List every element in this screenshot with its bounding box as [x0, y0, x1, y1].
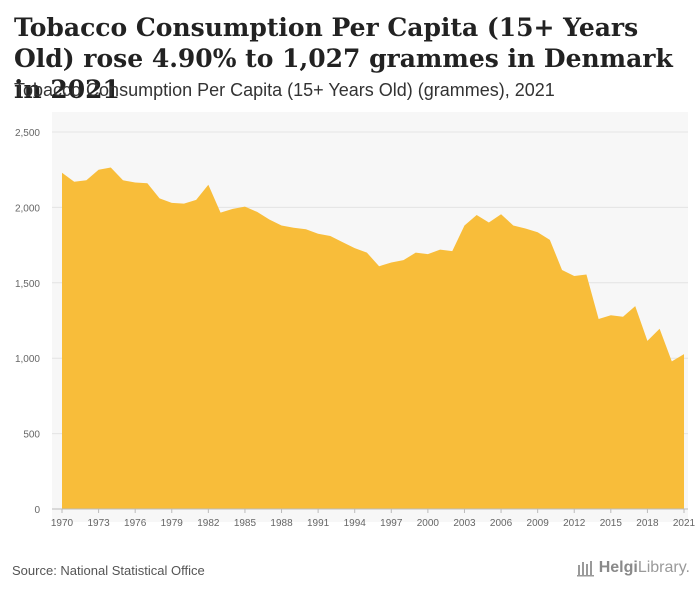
x-tick-label: 2021 — [673, 518, 696, 529]
x-axis: 1970 1973 1976 1979 1982 1985 1988 1991 1994 1997… — [51, 509, 696, 529]
x-tick-label: 1976 — [124, 518, 147, 529]
x-tick-label: 1982 — [197, 518, 220, 529]
y-tick-label: 2,500 — [15, 128, 40, 139]
y-tick-label: 0 — [34, 505, 40, 516]
library-icon — [576, 559, 595, 577]
x-tick-label: 2006 — [490, 518, 513, 529]
x-tick-label: 1973 — [87, 518, 110, 529]
x-tick-label: 2009 — [527, 518, 550, 529]
x-tick-label: 1985 — [234, 518, 257, 529]
x-tick-label: 1997 — [380, 518, 403, 529]
x-tick-label: 2018 — [636, 518, 659, 529]
x-tick-label: 1994 — [344, 518, 367, 529]
y-tick-label: 2,000 — [15, 203, 40, 214]
x-tick-label: 1991 — [307, 518, 330, 529]
brand-name-bold: Helgi — [598, 559, 638, 576]
chart-area: 0 500 1,000 1,500 2,000 2,500 1970 1973 1976 197… — [0, 112, 700, 552]
source-note: Source: National Statistical Office — [12, 563, 205, 578]
x-tick-label: 2003 — [453, 518, 476, 529]
x-tick-label: 2012 — [563, 518, 586, 529]
helgi-library-logo[interactable]: HelgiLibrary. — [576, 559, 690, 577]
y-axis: 0 500 1,000 1,500 2,000 2,500 — [15, 128, 40, 516]
y-tick-label: 500 — [23, 430, 40, 441]
brand-name-rest: Library. — [637, 559, 690, 576]
x-tick-label: 1988 — [270, 518, 293, 529]
x-tick-label: 2000 — [417, 518, 440, 529]
chart-subtitle: Tobacco Consumption Per Capita (15+ Year… — [14, 80, 555, 100]
x-tick-label: 1979 — [161, 518, 184, 529]
x-tick-label: 1970 — [51, 518, 74, 529]
y-tick-label: 1,500 — [15, 279, 40, 290]
chart-title: Tobacco Consumption Per Capita (15+ Year… — [14, 13, 673, 104]
x-tick-label: 2015 — [600, 518, 623, 529]
series-area — [62, 167, 684, 509]
y-tick-label: 1,000 — [15, 354, 40, 365]
